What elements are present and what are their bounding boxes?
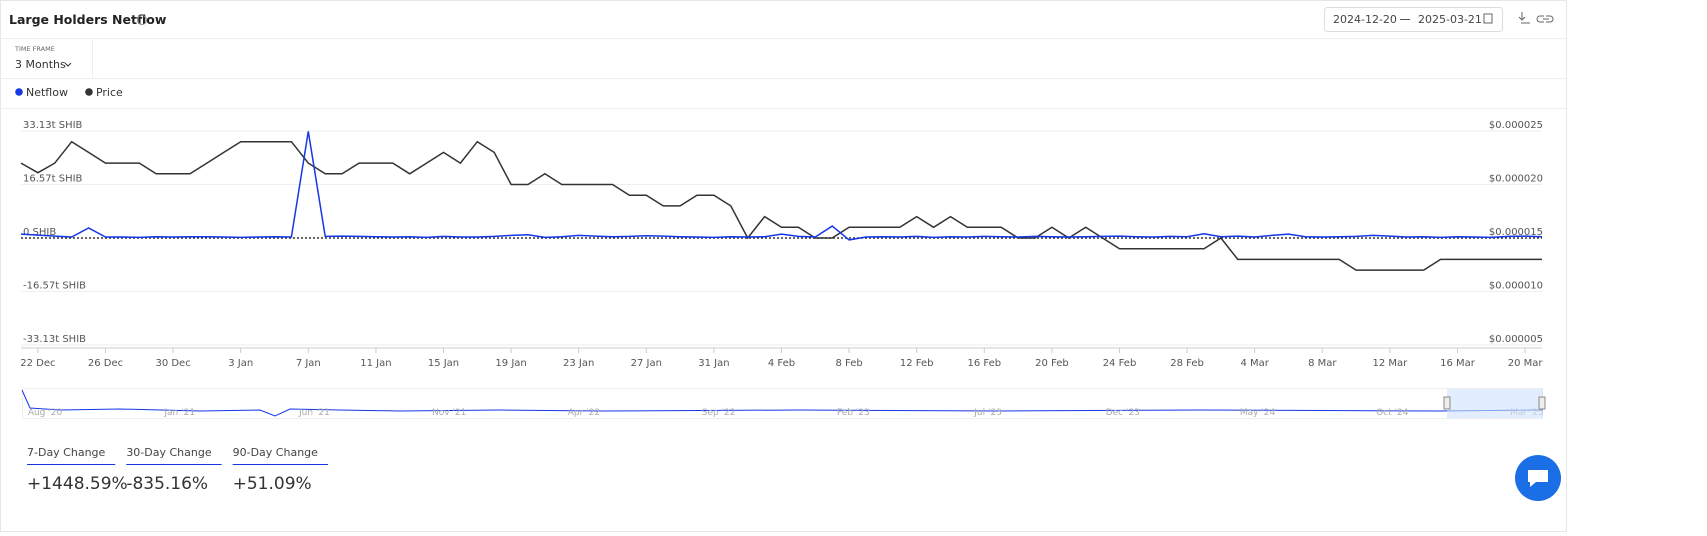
navigator[interactable] bbox=[22, 388, 1543, 419]
x-tick-label: 4 Feb bbox=[768, 358, 795, 369]
y2-tick-label: $0.000010 bbox=[1489, 281, 1543, 292]
link-icon[interactable] bbox=[1536, 15, 1554, 23]
y-tick-label: 0 SHIB bbox=[23, 227, 56, 238]
legend-label: Price bbox=[96, 86, 123, 99]
x-tick-label: 12 Feb bbox=[900, 358, 934, 369]
x-tick-label: 20 Feb bbox=[1035, 358, 1069, 369]
x-tick-label: 19 Jan bbox=[495, 358, 526, 369]
x-tick-label: 30 Dec bbox=[155, 358, 190, 369]
title: Large Holders Netflow bbox=[9, 12, 167, 27]
navigator-label: Jan '21 bbox=[163, 408, 195, 418]
legend-label: Netflow bbox=[26, 86, 68, 99]
navigator-handle[interactable] bbox=[1538, 396, 1546, 410]
x-tick-label: 26 Dec bbox=[88, 358, 123, 369]
x-tick-label: 24 Feb bbox=[1103, 358, 1137, 369]
x-tick-label: 12 Mar bbox=[1373, 358, 1409, 369]
help-icon[interactable] bbox=[137, 15, 147, 25]
navigator-selection[interactable] bbox=[1447, 389, 1543, 418]
y2-tick-label: $0.000025 bbox=[1489, 120, 1543, 131]
navigator-label: Jul '23 bbox=[973, 408, 1002, 418]
x-tick-label: 20 Mar bbox=[1508, 358, 1544, 369]
x-tick-label: 22 Dec bbox=[20, 358, 55, 369]
x-tick-label: 16 Mar bbox=[1440, 358, 1476, 369]
navigator-label: May '24 bbox=[1240, 408, 1276, 418]
y-tick-label: -16.57t SHIB bbox=[23, 281, 86, 292]
chevron bbox=[64, 62, 72, 67]
stat-label: 90-Day Change bbox=[233, 446, 319, 459]
x-tick-label: 31 Jan bbox=[698, 358, 729, 369]
x-tick-label: 15 Jan bbox=[428, 358, 459, 369]
stat-value: +51.09% bbox=[233, 474, 312, 494]
legend-marker bbox=[85, 88, 93, 96]
x-tick-label: 3 Jan bbox=[228, 358, 253, 369]
navigator-label: Dec '23 bbox=[1106, 408, 1140, 418]
y-tick-label: -33.13t SHIB bbox=[23, 334, 86, 345]
x-tick-label: 28 Feb bbox=[1170, 358, 1204, 369]
x-tick-label: 27 Jan bbox=[631, 358, 662, 369]
navigator-line bbox=[21, 389, 1544, 417]
navigator-label: Feb '23 bbox=[837, 408, 870, 418]
stat-value: -835.16% bbox=[126, 474, 208, 494]
y-tick-label: 16.57t SHIB bbox=[23, 173, 83, 184]
legend-marker bbox=[15, 88, 23, 96]
y2-tick-label: $0.000015 bbox=[1489, 227, 1543, 238]
x-tick-label: 11 Jan bbox=[360, 358, 391, 369]
date-from: 2024-12-20 bbox=[1333, 13, 1397, 26]
x-tick-label: 23 Jan bbox=[563, 358, 594, 369]
y-tick-label: 33.13t SHIB bbox=[23, 120, 83, 131]
date-to: 2025-03-21 bbox=[1418, 13, 1482, 26]
x-tick-label: 8 Mar bbox=[1308, 358, 1337, 369]
navigator-label: Jun '21 bbox=[298, 408, 330, 418]
card bbox=[0, 0, 1567, 532]
navigator-label: Sep '22 bbox=[702, 408, 736, 418]
navigator-label: Nov '21 bbox=[432, 408, 466, 418]
y2-tick-label: $0.000005 bbox=[1489, 334, 1543, 345]
download-icon[interactable] bbox=[1518, 12, 1530, 24]
time-frame-value[interactable]: 3 Months bbox=[15, 58, 66, 71]
calendar-icon bbox=[1483, 13, 1493, 24]
navigator-handle[interactable] bbox=[1443, 396, 1451, 410]
navigator-label: Aug '20 bbox=[28, 408, 63, 418]
series-line bbox=[20, 140, 1542, 271]
series-line bbox=[20, 131, 1543, 241]
stat-label: 30-Day Change bbox=[126, 446, 212, 459]
date-picker[interactable] bbox=[1324, 7, 1503, 32]
chat-icon bbox=[1528, 470, 1548, 487]
x-tick-label: 4 Mar bbox=[1240, 358, 1269, 369]
stat-label: 7-Day Change bbox=[27, 446, 106, 459]
stat-value: +1448.59% bbox=[27, 474, 128, 494]
x-tick-label: 8 Feb bbox=[835, 358, 862, 369]
y2-tick-label: $0.000020 bbox=[1489, 174, 1543, 185]
navigator-label: Oct '24 bbox=[1376, 408, 1409, 418]
x-tick-label: 7 Jan bbox=[296, 358, 321, 369]
x-tick-label: 16 Feb bbox=[967, 358, 1001, 369]
navigator-label: Apr '22 bbox=[568, 408, 600, 418]
time-frame-label: TIME FRAME bbox=[14, 45, 55, 53]
